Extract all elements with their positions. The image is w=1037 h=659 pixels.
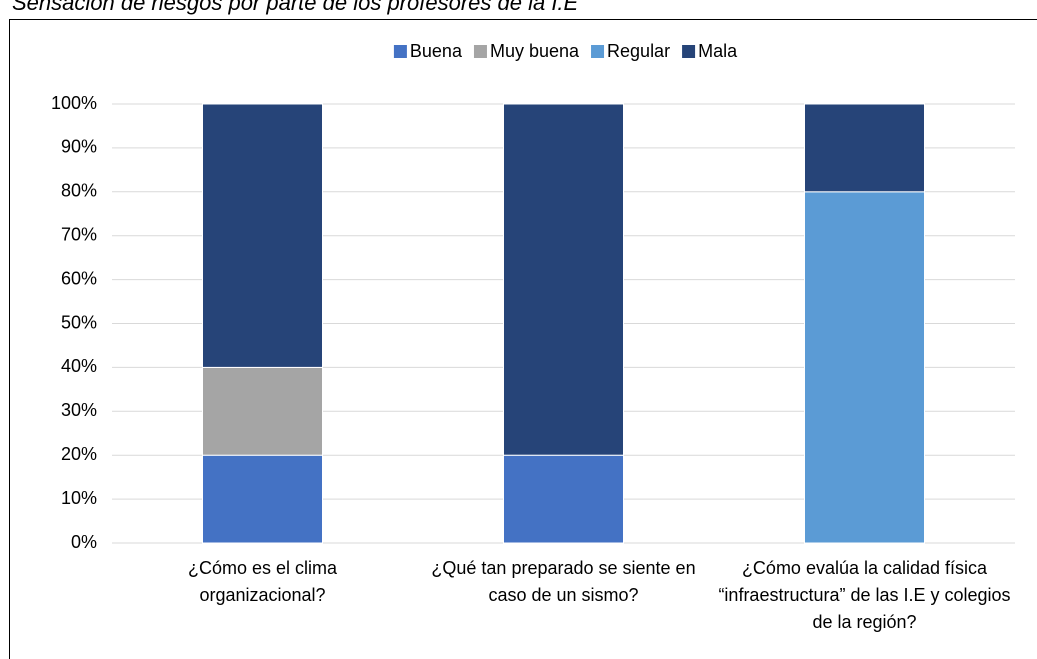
- chart-title: Sensación de riesgos por parte de los pr…: [12, 0, 579, 15]
- bar-segment: [202, 103, 323, 368]
- bar-segment: [202, 366, 323, 456]
- y-tick-label: 80%: [61, 181, 97, 201]
- y-tick-label: 50%: [61, 312, 97, 332]
- legend-label: Buena: [410, 41, 463, 61]
- legend-swatch: [682, 45, 696, 58]
- y-tick-label: 0%: [71, 532, 97, 552]
- x-tick-label: ¿Qué tan preparado se siente en caso de …: [431, 558, 696, 605]
- chart-frame: [9, 19, 1037, 659]
- bar-segment: [503, 103, 624, 456]
- y-tick-label: 40%: [61, 356, 97, 376]
- y-tick-label: 60%: [61, 268, 97, 288]
- y-tick-label: 90%: [61, 137, 97, 157]
- legend-label: Regular: [607, 41, 670, 61]
- legend-swatch: [591, 45, 605, 58]
- y-tick-label: 20%: [61, 444, 97, 464]
- x-tick-label: ¿Cómo es el clima organizacional?: [187, 558, 338, 605]
- y-tick-label: 70%: [61, 224, 97, 244]
- bar-segment: [804, 191, 925, 544]
- legend-swatch: [473, 45, 487, 58]
- x-tick-label: ¿Cómo evalúa la calidad física “infraest…: [718, 558, 1011, 632]
- legend-label: Muy buena: [490, 41, 580, 61]
- bar-segment: [202, 454, 323, 544]
- bar-segment: [804, 103, 925, 193]
- y-tick-label: 30%: [61, 400, 97, 420]
- legend-swatch: [393, 45, 407, 58]
- y-tick-label: 100%: [51, 93, 97, 113]
- y-tick-label: 10%: [61, 488, 97, 508]
- bar-segment: [503, 454, 624, 544]
- legend-label: Mala: [698, 41, 738, 61]
